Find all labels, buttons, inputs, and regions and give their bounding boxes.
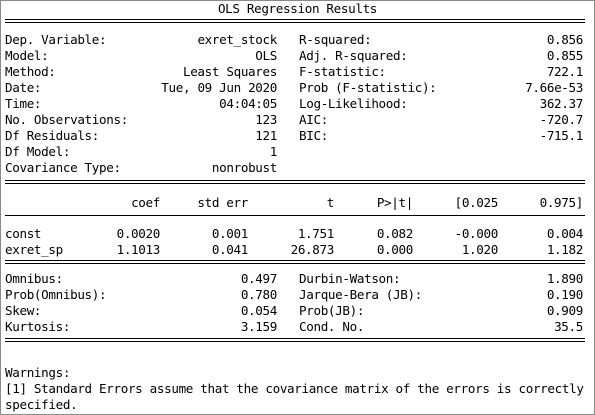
summary-right-value: 722.1 — [546, 64, 584, 79]
summary-left-label: Covariance Type: — [5, 160, 121, 175]
coef-header-rule — [5, 215, 585, 216]
diagnostic-left-label: Skew: — [5, 303, 42, 318]
diagnostic-right-value: 0.190 — [546, 287, 584, 302]
summary-right-label: AIC: — [299, 112, 328, 127]
summary-right-label: Adj. R-squared: — [299, 48, 408, 63]
summary-left-value: 04:04:05 — [219, 96, 277, 111]
diagnostic-left-label: Prob(Omnibus): — [5, 287, 107, 302]
summary-left-label: Df Model: — [5, 144, 71, 159]
summary-left-label: Time: — [5, 96, 42, 111]
coef-cell: 1.182 — [546, 242, 584, 257]
coef-cell: 1.751 — [297, 226, 335, 241]
summary-right-value: -715.1 — [539, 128, 584, 143]
summary-left-value: nonrobust — [211, 160, 277, 175]
summary-right-value: 362.37 — [539, 96, 584, 111]
top-double-rule — [5, 19, 585, 23]
warning-line-2: specified. — [5, 397, 78, 412]
diagnostic-right-value: 1.890 — [546, 271, 584, 286]
diagnostic-right-label: Jarque-Bera (JB): — [299, 287, 422, 302]
diagnostic-left-value: 0.497 — [240, 271, 278, 286]
coef-cell: 0.004 — [546, 226, 584, 241]
coef-cell: 0.000 — [376, 242, 414, 257]
diagnostic-left-value: 3.159 — [240, 319, 278, 334]
coef-cell: 0.001 — [211, 226, 249, 241]
coef-cell: 0.082 — [376, 226, 414, 241]
summary-left-value: Least Squares — [182, 64, 277, 79]
warnings-heading: Warnings: — [5, 365, 71, 380]
summary-left-label: Df Residuals: — [5, 128, 100, 143]
diagnostic-right-label: Durbin-Watson: — [299, 271, 401, 286]
coef-col-header: P>|t| — [376, 195, 414, 210]
coef-row-name: const — [5, 226, 42, 241]
warning-line-1: [1] Standard Errors assume that the cova… — [5, 381, 584, 396]
results-title: OLS Regression Results — [217, 1, 378, 16]
coef-cell: 1.020 — [461, 242, 499, 257]
diagnostic-right-label: Cond. No. — [299, 319, 365, 334]
summary-left-label: Model: — [5, 48, 49, 63]
summary-right-label: F-statistic: — [299, 64, 386, 79]
diagnostics-double-rule — [5, 338, 585, 342]
summary-left-label: Dep. Variable: — [5, 32, 107, 47]
coef-row-name: exret_sp — [5, 242, 63, 257]
coef-cell: 0.0020 — [116, 226, 161, 241]
diagnostic-right-value: 0.909 — [546, 303, 584, 318]
diagnostic-left-value: 0.054 — [240, 303, 278, 318]
coef-cell: 0.041 — [211, 242, 249, 257]
summary-left-label: Method: — [5, 64, 56, 79]
summary-left-value: 121 — [255, 128, 277, 143]
diagnostic-left-value: 0.780 — [240, 287, 278, 302]
summary-left-label: Date: — [5, 80, 42, 95]
coef-cell: -0.000 — [454, 226, 499, 241]
summary-left-value: 123 — [255, 112, 277, 127]
coef-col-header: 0.975] — [539, 195, 584, 210]
diagnostic-left-label: Omnibus: — [5, 271, 63, 286]
summary-right-label: BIC: — [299, 128, 328, 143]
diagnostic-right-value: 35.5 — [554, 319, 583, 334]
summary-left-label: No. Observations: — [5, 112, 128, 127]
diagnostic-left-label: Kurtosis: — [5, 319, 71, 334]
summary-left-value: OLS — [255, 48, 277, 63]
summary-right-label: R-squared: — [299, 32, 372, 47]
summary-right-value: -720.7 — [539, 112, 584, 127]
summary-right-label: Log-Likelihood: — [299, 96, 408, 111]
coef-bottom-double-rule — [5, 260, 585, 264]
coef-col-header: coef — [131, 195, 160, 210]
coef-col-header: [0.025 — [454, 195, 499, 210]
coef-cell: 1.1013 — [116, 242, 161, 257]
summary-left-value: exret_stock — [197, 32, 277, 47]
summary-right-value: 0.855 — [546, 48, 584, 63]
summary-right-value: 7.66e-53 — [525, 80, 583, 95]
summary-right-value: 0.856 — [546, 32, 584, 47]
summary-left-value: Tue, 09 Jun 2020 — [161, 80, 277, 95]
coef-cell: 26.873 — [290, 242, 335, 257]
coef-col-header: t — [326, 195, 335, 210]
diagnostic-right-label: Prob(JB): — [299, 303, 365, 318]
summary-left-value: 1 — [269, 144, 278, 159]
summary-double-rule — [5, 180, 585, 184]
summary-right-label: Prob (F-statistic): — [299, 80, 437, 95]
coef-col-header: std err — [197, 195, 248, 210]
